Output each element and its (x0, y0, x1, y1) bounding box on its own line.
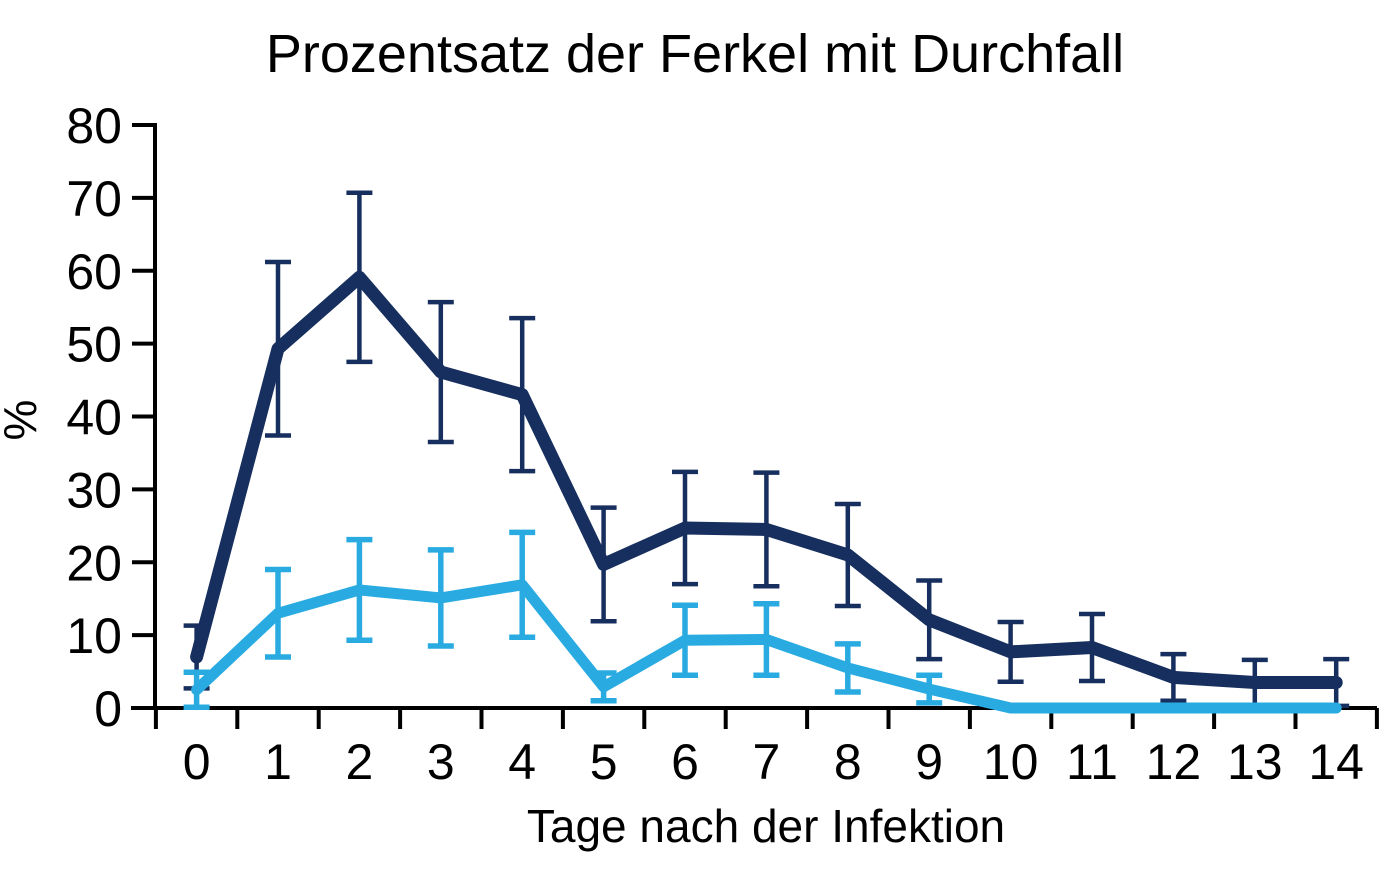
y-tick-label: 60 (66, 244, 122, 300)
dark-navy-line (190, 270, 1343, 689)
x-tick-label: 10 (983, 734, 1039, 790)
error-bars (183, 190, 1350, 711)
x-axis-title: Tage nach der Infektion (527, 800, 1005, 852)
y-tick-label: 50 (66, 317, 122, 373)
x-tick-label: 12 (1146, 734, 1202, 790)
x-tick-label: 8 (834, 734, 862, 790)
y-tick-label: 20 (66, 535, 122, 591)
x-tick-label: 1 (264, 734, 292, 790)
series-lines (190, 270, 1343, 714)
y-axis-title: % (0, 400, 46, 441)
x-tick-label: 0 (183, 734, 211, 790)
x-tick-label: 11 (1066, 734, 1118, 790)
y-tick-label: 70 (66, 171, 122, 227)
x-tick-label: 6 (671, 734, 699, 790)
x-tick-label: 9 (915, 734, 943, 790)
x-tick-label: 7 (752, 734, 780, 790)
x-tick-label: 5 (590, 734, 618, 790)
y-tick-label: 40 (66, 390, 122, 446)
chart-title: Prozentsatz der Ferkel mit Durchfall (266, 24, 1124, 84)
x-tick-label: 13 (1227, 734, 1283, 790)
y-tick-label: 10 (66, 608, 122, 664)
x-tick-label: 3 (427, 734, 455, 790)
y-tick-label: 30 (66, 462, 122, 518)
x-tick-label: 14 (1308, 734, 1364, 790)
x-tick-label: 4 (508, 734, 536, 790)
y-tick-label: 0 (94, 681, 122, 737)
light-blue-line (191, 579, 1342, 714)
y-tick-label: 80 (66, 98, 122, 154)
x-tick-label: 2 (345, 734, 373, 790)
